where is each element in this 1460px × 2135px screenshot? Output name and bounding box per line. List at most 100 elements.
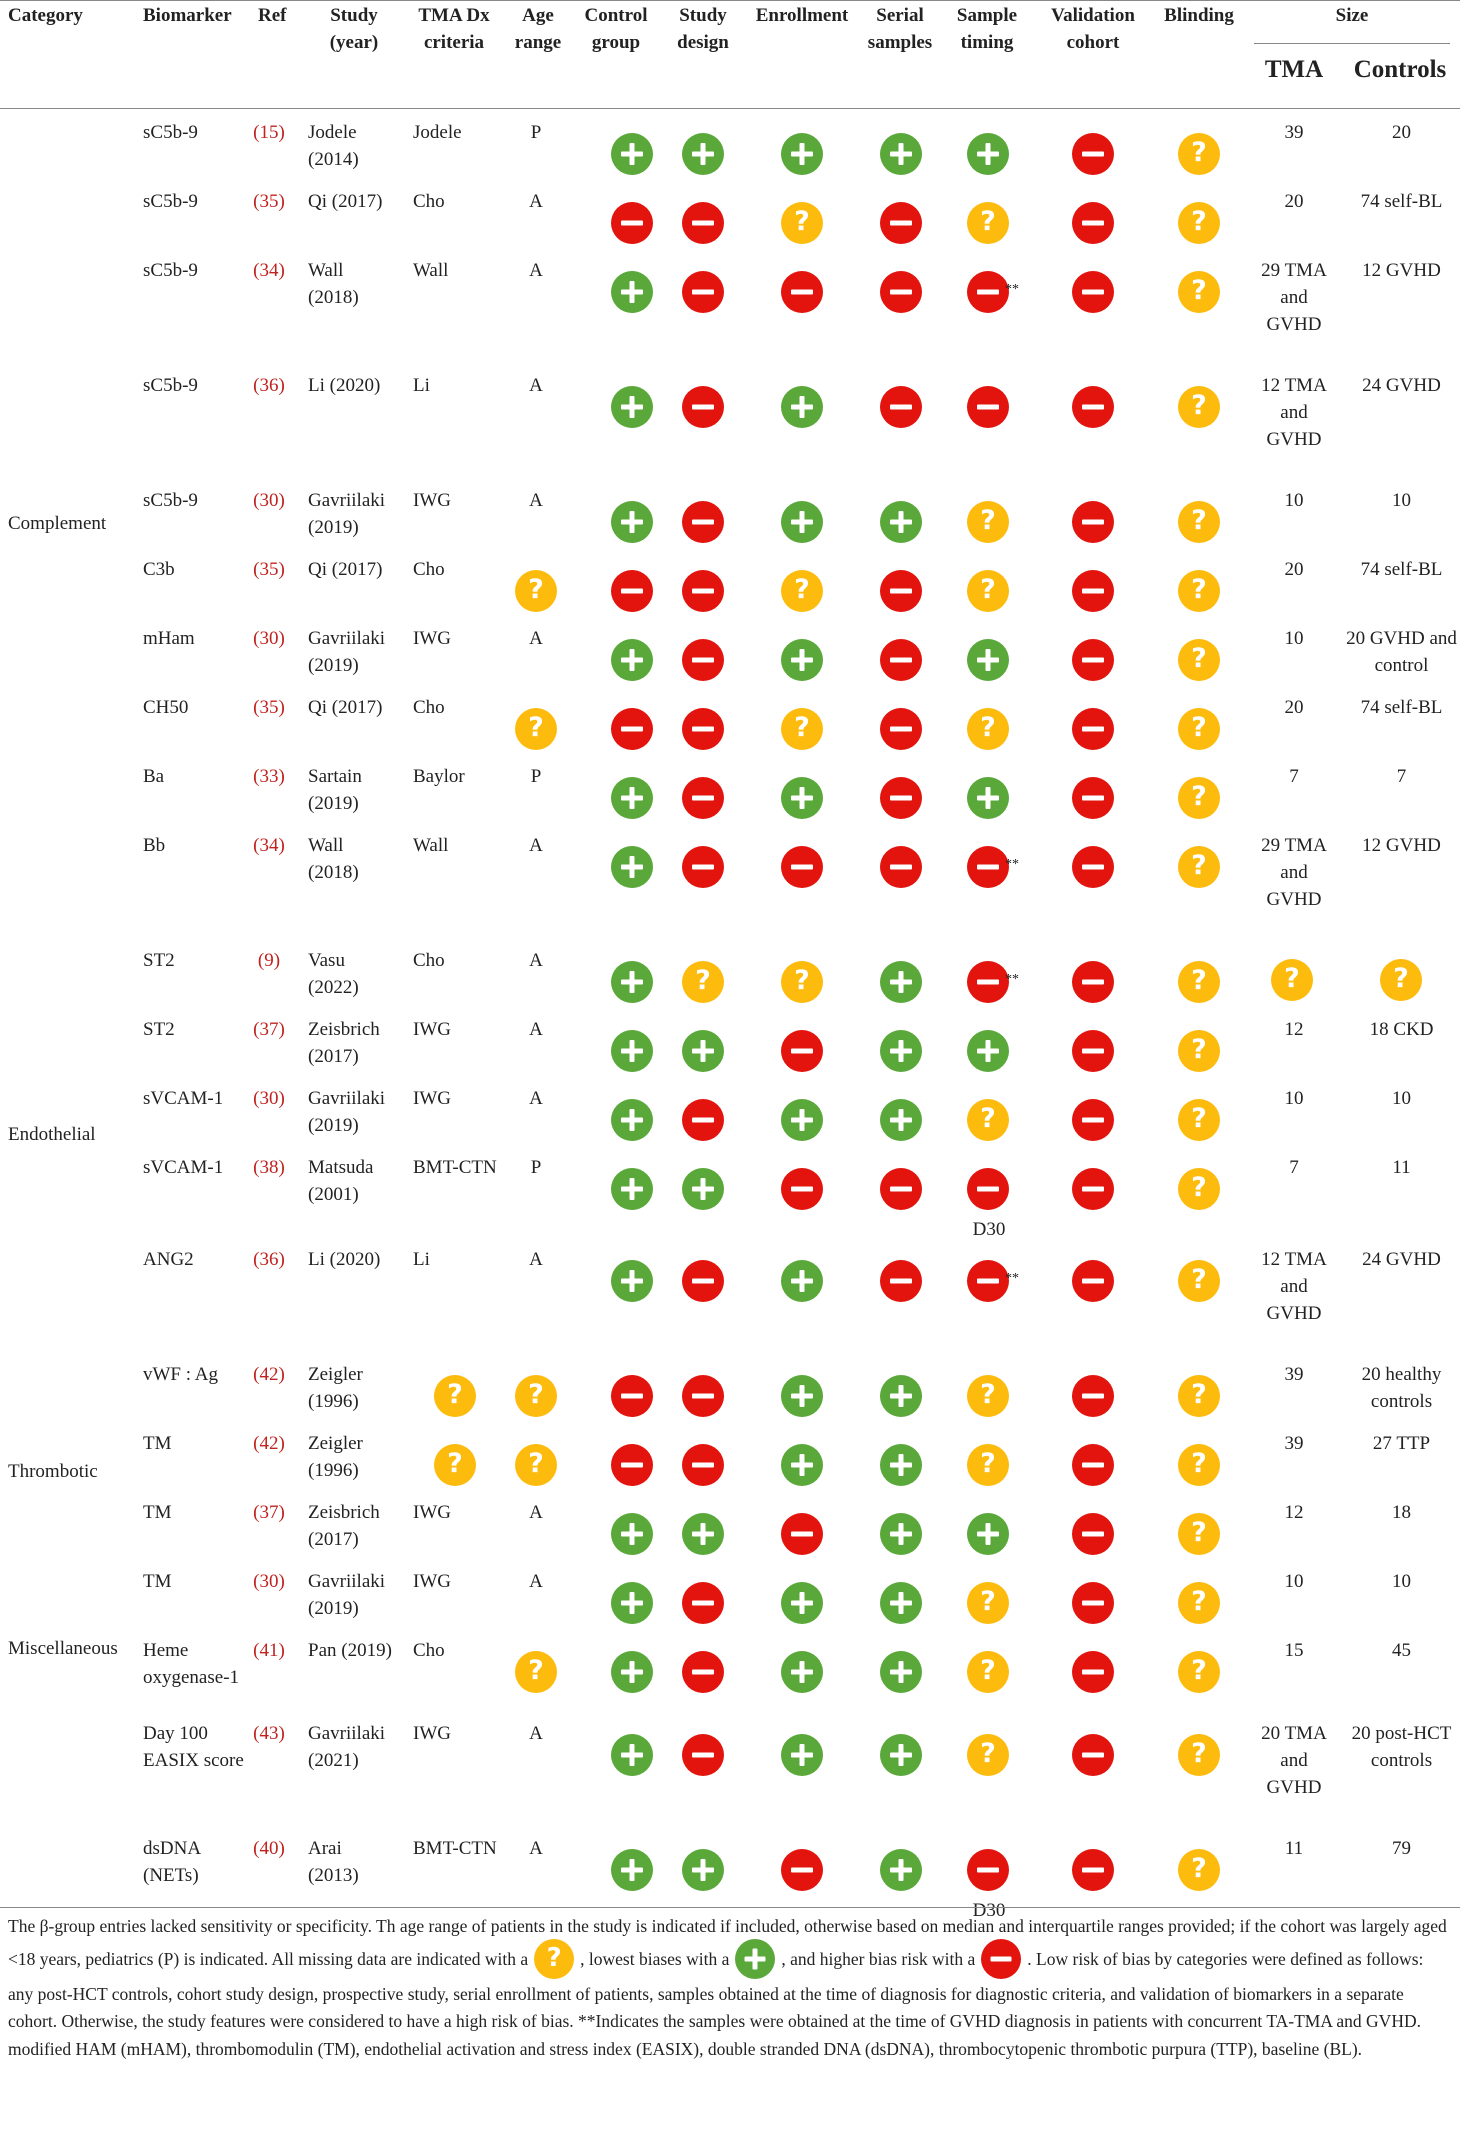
header-control: Control group xyxy=(584,5,648,53)
question-mark-icon xyxy=(967,1734,1009,1776)
header-design: Study design xyxy=(677,5,729,53)
size-tma-cell: 15 xyxy=(1284,1640,1304,1661)
ref-cell: (42) xyxy=(253,1364,285,1385)
table-header: Category Biomarker Ref Study (year) TMA … xyxy=(0,0,1460,109)
plus-icon xyxy=(781,1444,823,1486)
tma-dx-cell: Cho xyxy=(413,559,445,580)
category-label: Thrombotic xyxy=(8,1461,98,1482)
minus-icon xyxy=(1072,1513,1114,1555)
minus-icon xyxy=(682,777,724,819)
ref-cell: (42) xyxy=(253,1433,285,1454)
plus-icon xyxy=(880,1375,922,1417)
minus-icon xyxy=(880,570,922,612)
plus-icon xyxy=(611,1099,653,1141)
header-biomarker: Biomarker xyxy=(143,5,232,26)
minus-icon xyxy=(1072,1651,1114,1693)
plus-icon xyxy=(967,1513,1009,1555)
tma-dx-cell: IWG xyxy=(413,1502,451,1523)
plus-icon xyxy=(611,1260,653,1302)
question-mark-icon xyxy=(1178,1030,1220,1072)
plus-icon xyxy=(611,386,653,428)
minus-icon xyxy=(1072,570,1114,612)
size-tma-cell: 20 xyxy=(1284,559,1304,580)
tma-dx-cell: Cho xyxy=(413,1640,445,1661)
minus-icon xyxy=(781,1030,823,1072)
study-cell: Gavriilaki (2021) xyxy=(308,1723,386,1771)
tma-dx-cell: Li xyxy=(413,375,430,396)
study-cell: Zeisbrich (2017) xyxy=(308,1502,380,1550)
age-cell: A xyxy=(529,191,543,212)
study-cell: Wall (2018) xyxy=(308,835,359,883)
study-cell: Li (2020) xyxy=(308,375,381,396)
question-mark-icon xyxy=(1178,1734,1220,1776)
question-mark-icon xyxy=(1178,1099,1220,1141)
question-mark-icon xyxy=(967,708,1009,750)
size-tma-cell: 12 xyxy=(1284,1019,1304,1040)
tma-dx-cell: IWG xyxy=(413,490,451,511)
header-tma-dx: TMA Dx criteria xyxy=(418,5,490,53)
minus-icon xyxy=(1072,961,1114,1003)
plus-icon xyxy=(880,1651,922,1693)
plus-icon xyxy=(880,501,922,543)
minus-icon xyxy=(781,1168,823,1210)
question-mark-icon xyxy=(1178,1444,1220,1486)
footnote-text: , lowest biases with a xyxy=(580,1948,730,1969)
biomarker-cell: sC5b-9 xyxy=(143,122,198,143)
tma-dx-cell: Li xyxy=(413,1249,430,1270)
minus-icon xyxy=(781,271,823,313)
plus-icon xyxy=(880,1582,922,1624)
study-cell: Arai (2013) xyxy=(308,1838,359,1886)
biomarker-cell: ANG2 xyxy=(143,1249,194,1270)
minus-icon xyxy=(967,846,1009,888)
ref-cell: (35) xyxy=(253,697,285,718)
plus-icon xyxy=(611,271,653,313)
size-tma-cell: 29 TMA and GVHD xyxy=(1261,835,1327,910)
study-cell: Gavriilaki (2019) xyxy=(308,1571,386,1619)
plus-icon xyxy=(781,1651,823,1693)
biomarker-cell: TM xyxy=(143,1502,172,1523)
header-enrollment: Enrollment xyxy=(755,5,849,26)
minus-icon xyxy=(682,708,724,750)
plus-icon xyxy=(611,1849,653,1891)
age-cell: P xyxy=(530,1157,542,1178)
age-cell: A xyxy=(529,260,543,281)
tma-dx-cell: IWG xyxy=(413,628,451,649)
question-mark-icon xyxy=(967,1099,1009,1141)
ref-cell: (9) xyxy=(257,950,281,971)
study-cell: Qi (2017) xyxy=(308,697,383,718)
minus-icon xyxy=(682,1375,724,1417)
plus-icon xyxy=(967,133,1009,175)
question-mark-icon xyxy=(1178,1582,1220,1624)
ref-cell: (30) xyxy=(253,1571,285,1592)
plus-icon xyxy=(781,1375,823,1417)
size-tma-cell: 12 TMA and GVHD xyxy=(1261,375,1327,450)
size-controls-cell: 20 healthy controls xyxy=(1361,1364,1442,1412)
minus-icon xyxy=(1072,133,1114,175)
minus-icon xyxy=(880,777,922,819)
size-tma-cell: 20 TMA and GVHD xyxy=(1261,1723,1327,1798)
study-cell: Zeigler (1996) xyxy=(308,1364,363,1412)
minus-icon xyxy=(682,271,724,313)
minus-icon xyxy=(1072,777,1114,819)
question-mark-icon xyxy=(1178,708,1220,750)
plus-icon xyxy=(682,1513,724,1555)
size-controls-cell: 27 TTP xyxy=(1372,1433,1431,1454)
size-tma-cell: 11 xyxy=(1284,1838,1304,1859)
plus-icon xyxy=(880,1099,922,1141)
biomarker-cell: sVCAM-1 xyxy=(143,1157,224,1178)
plus-icon xyxy=(611,846,653,888)
plus-icon xyxy=(611,777,653,819)
header-age: Age range xyxy=(514,5,562,53)
ref-cell: (41) xyxy=(253,1640,285,1661)
question-mark-icon xyxy=(1380,959,1422,1001)
ref-cell: (33) xyxy=(253,766,285,787)
minus-icon xyxy=(781,846,823,888)
minus-icon xyxy=(1072,1030,1114,1072)
footnote-paragraph: The β-group entries lacked sensitivity o… xyxy=(8,1913,1452,2036)
plus-icon xyxy=(611,501,653,543)
ref-cell: (30) xyxy=(253,1088,285,1109)
size-controls-cell: 20 xyxy=(1392,122,1411,143)
question-mark-icon xyxy=(967,1444,1009,1486)
question-mark-icon xyxy=(1271,959,1313,1001)
study-cell: Sartain (2019) xyxy=(308,766,362,814)
